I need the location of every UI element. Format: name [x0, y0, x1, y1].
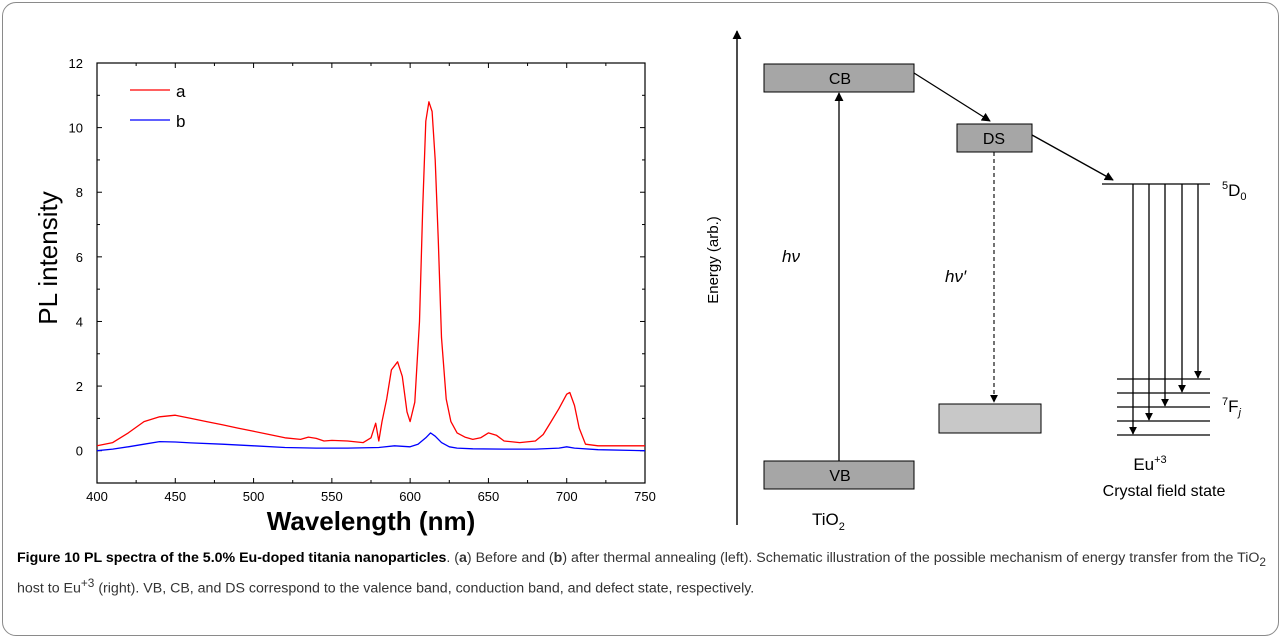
- hv-label: hν: [782, 247, 800, 266]
- host-label-sub: 2: [839, 521, 845, 533]
- eu-label: Eu+3: [1133, 454, 1166, 474]
- caption-sup-3: +3: [80, 575, 95, 590]
- d0-label-sub: 0: [1240, 191, 1246, 203]
- conduction-band-box: [763, 63, 915, 93]
- y-axis-label: PL intensity: [33, 191, 63, 324]
- x-tick-label: 550: [321, 489, 343, 504]
- cb-to-ds-arrow: [913, 72, 991, 122]
- figure-caption: Figure 10 PL spectra of the 5.0% Eu-dope…: [17, 548, 1267, 600]
- lower-state-box: [938, 403, 1042, 434]
- eu-label-main: Eu: [1133, 455, 1154, 474]
- x-axis-label: Wavelength (nm): [267, 506, 475, 536]
- valence-band-label: VB: [829, 468, 850, 485]
- x-tick-label: 600: [399, 489, 421, 504]
- y-axis-ticks: 0 2 4 6 8 10 12: [69, 56, 645, 484]
- y-tick-label: 10: [69, 121, 83, 136]
- caption-text-3: ) after thermal annealing (left). Schema…: [562, 550, 1260, 566]
- ds-to-d0-arrow: [1031, 134, 1114, 181]
- f-label-sub: j: [1237, 407, 1242, 419]
- d0-label-sup: 5: [1222, 180, 1228, 192]
- crystal-field-label: Crystal field state: [1103, 483, 1226, 500]
- caption-panel-b: b: [553, 550, 563, 566]
- x-axis-ticks: 400 450 500 550 600 650 700 750: [86, 63, 656, 504]
- d0-label: 5D0: [1222, 180, 1247, 203]
- f-label: 7Fj: [1222, 396, 1242, 419]
- x-tick-label: 400: [86, 489, 108, 504]
- energy-transfer-diagram: Energy (arb.) CB VB TiO2 hν DS hν′ 5D0: [705, 30, 1247, 533]
- legend-label-a: a: [176, 82, 186, 101]
- x-tick-label: 450: [164, 489, 186, 504]
- y-tick-label: 4: [76, 314, 83, 329]
- x-tick-label: 700: [556, 489, 578, 504]
- pl-spectrum-chart: 400 450 500 550 600 650 700 750 0 2 4 6 8 10 12 a b W…: [33, 56, 656, 536]
- x-tick-label: 750: [634, 489, 656, 504]
- d0-label-main: D: [1228, 181, 1240, 200]
- caption-sub-2: 2: [1259, 554, 1266, 569]
- valence-band-box: [763, 460, 915, 490]
- y-tick-label: 12: [69, 56, 83, 71]
- eu-label-sup: +3: [1154, 454, 1167, 466]
- legend-label-b: b: [176, 112, 185, 131]
- caption-text-1: . (: [446, 550, 460, 566]
- x-tick-label: 650: [478, 489, 500, 504]
- y-tick-label: 8: [76, 185, 83, 200]
- caption-text-4: host to Eu: [17, 580, 81, 597]
- energy-axis-label: Energy (arb.): [705, 216, 722, 304]
- series-layer: [96, 101, 646, 452]
- defect-state-box: [956, 123, 1033, 153]
- conduction-band-label: CB: [829, 71, 851, 88]
- f-label-sup: 7: [1222, 396, 1228, 408]
- caption-text-5: (right). VB, CB, and DS correspond to th…: [94, 580, 755, 597]
- y-tick-label: 2: [76, 379, 83, 394]
- host-label: TiO2: [812, 510, 845, 533]
- x-tick-label: 500: [243, 489, 265, 504]
- hv-prime-label: hν′: [945, 267, 967, 286]
- legend: a b: [130, 82, 186, 131]
- caption-text-2: ) Before and (: [466, 550, 554, 566]
- host-label-main: TiO: [812, 510, 839, 529]
- y-tick-label: 0: [76, 444, 83, 459]
- y-tick-label: 6: [76, 250, 83, 265]
- caption-title: Figure 10 PL spectra of the 5.0% Eu-dope…: [17, 550, 447, 566]
- caption-panel-a: a: [459, 550, 467, 566]
- f-label-main: F: [1228, 397, 1238, 416]
- defect-state-label: DS: [983, 131, 1005, 148]
- series-line-b: [96, 432, 646, 452]
- series-line-a: [96, 101, 645, 447]
